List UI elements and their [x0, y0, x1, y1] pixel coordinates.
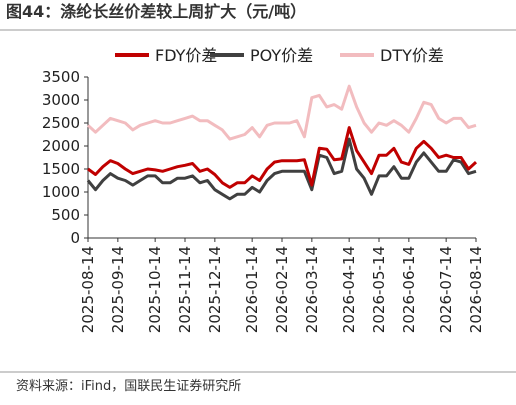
series-line [86, 84, 477, 141]
x-tick-label: 2026-02-14 [273, 246, 291, 333]
y-tick-label: 2500 [42, 114, 80, 132]
x-tick-label: 2025-09-14 [109, 246, 127, 333]
x-tick-label: 2025-12-14 [206, 246, 224, 333]
x-tick-label: 2025-08-14 [79, 246, 97, 333]
x-tick-label: 2026-08-14 [467, 246, 485, 333]
y-tick-label: 2000 [42, 137, 80, 155]
legend-label: FDY价差 [155, 46, 217, 65]
series-line [86, 137, 477, 201]
y-tick-label: 1000 [42, 183, 80, 201]
x-tick-label: 2026-06-14 [400, 246, 418, 333]
x-tick-label: 2025-10-14 [146, 246, 164, 333]
y-tick-label: 500 [51, 206, 80, 224]
y-tick-label: 3000 [42, 91, 80, 109]
x-tick-label: 2026-04-14 [340, 246, 358, 333]
x-tick-label: 2025-11-14 [176, 246, 194, 333]
x-tick-label: 2026-03-14 [303, 246, 321, 333]
y-tick-label: 0 [70, 229, 80, 247]
legend-label: POY价差 [250, 46, 313, 65]
x-tick-label: 2026-07-14 [437, 246, 455, 333]
source-note: 资料来源：iFind，国联民生证券研究所 [16, 378, 241, 394]
x-tick-label: 2026-05-14 [370, 246, 388, 333]
legend-label: DTY价差 [380, 46, 444, 65]
chart-title: 图44：涤纶长丝价差较上周扩大（元/吨） [6, 2, 306, 21]
y-tick-label: 3500 [42, 68, 80, 86]
series-line [87, 126, 478, 189]
y-tick-label: 1500 [42, 160, 80, 178]
x-tick-label: 2026-01-14 [243, 246, 261, 333]
